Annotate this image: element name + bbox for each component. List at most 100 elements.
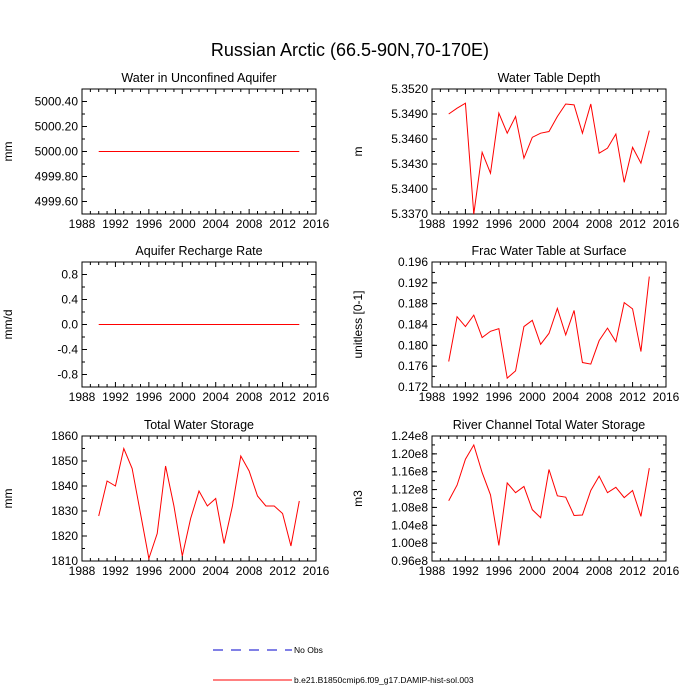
x-tick-label: 2004 xyxy=(202,564,229,578)
y-tick-label: 0.192 xyxy=(398,276,428,290)
y-tick-label: 0.184 xyxy=(398,318,428,332)
x-tick-label: 2008 xyxy=(586,390,613,404)
x-tick-label: 1988 xyxy=(419,217,446,231)
plot-frame xyxy=(81,435,317,562)
y-tick-label: 5000.20 xyxy=(35,120,79,134)
y-tick-label: 1830 xyxy=(51,504,78,518)
x-tick-label: 1996 xyxy=(486,564,513,578)
x-tick-label: 1992 xyxy=(102,564,129,578)
y-tick-label: 0.4 xyxy=(61,293,78,307)
legend: No Obs b.e21.B1850cmip6.f09_g17.DAMIP-hi… xyxy=(213,645,474,685)
panel-title: Frac Water Table at Surface xyxy=(472,244,627,258)
y-tick-label: 5.3490 xyxy=(391,107,428,121)
y-tick-label: 5.3460 xyxy=(391,132,428,146)
x-tick-label: 1988 xyxy=(69,564,96,578)
x-tick-label: 1988 xyxy=(69,217,96,231)
x-tick-label: 2004 xyxy=(552,217,579,231)
panel-total-water-storage: Total Water Storage 1988 1992 1996 2000 2004 2… xyxy=(1,418,330,578)
panel-river-channel-total-water-storage: River Channel Total Water Storage 1988 199… xyxy=(351,418,680,578)
y-tick-label: 0.188 xyxy=(398,297,428,311)
x-tick-label: 2016 xyxy=(653,217,680,231)
panel-title: Water Table Depth xyxy=(498,71,601,85)
x-tick-label: 2000 xyxy=(169,217,196,231)
panel-frac-water-table-at-surface: Frac Water Table at Surface 1988 1992 1996 2… xyxy=(351,244,680,404)
y-tick-label: 0.180 xyxy=(398,338,428,352)
y-tick-label: 1810 xyxy=(51,554,78,568)
x-tick-label: 2016 xyxy=(653,564,680,578)
y-axis-label: mm/d xyxy=(1,310,15,340)
x-tick-label: 2004 xyxy=(552,564,579,578)
y-tick-label: 1.24e8 xyxy=(391,429,428,443)
x-tick-label: 1996 xyxy=(486,390,513,404)
legend-label-model: b.e21.B1850cmip6.f09_g17.DAMIP-hist-sol.… xyxy=(294,675,474,685)
x-tick-label: 1992 xyxy=(452,564,479,578)
y-tick-label: 1.20e8 xyxy=(391,447,428,461)
x-tick-label: 1996 xyxy=(136,217,163,231)
x-tick-label: 2008 xyxy=(586,217,613,231)
series-line xyxy=(448,102,650,215)
y-tick-label: 4999.60 xyxy=(35,195,79,209)
panel-title: Water in Unconfined Aquifer xyxy=(121,71,276,85)
plot-frame xyxy=(431,88,667,215)
y-tick-label: 5.3520 xyxy=(391,82,428,96)
y-tick-label: -0.4 xyxy=(57,343,78,357)
y-tick-label: 0.96e8 xyxy=(391,554,428,568)
y-axis-label: m xyxy=(351,147,365,157)
x-tick-label: 2008 xyxy=(236,390,263,404)
panel-title: Aquifer Recharge Rate xyxy=(135,244,262,258)
x-tick-label: 2012 xyxy=(269,564,296,578)
x-tick-label: 2004 xyxy=(202,217,229,231)
y-tick-label: 1.00e8 xyxy=(391,536,428,550)
x-tick-label: 1988 xyxy=(419,390,446,404)
x-tick-label: 2004 xyxy=(202,390,229,404)
x-tick-label: 1992 xyxy=(452,390,479,404)
y-axis-label: mm xyxy=(1,489,15,509)
y-tick-label: 1.16e8 xyxy=(391,465,428,479)
x-tick-label: 1992 xyxy=(102,390,129,404)
x-tick-label: 1996 xyxy=(486,217,513,231)
x-tick-label: 2008 xyxy=(236,217,263,231)
series-line xyxy=(98,446,300,561)
series-line xyxy=(448,443,650,546)
y-tick-label: 5.3370 xyxy=(391,207,428,221)
y-tick-label: 4999.80 xyxy=(35,170,79,184)
x-tick-label: 2012 xyxy=(619,217,646,231)
x-tick-label: 2012 xyxy=(269,390,296,404)
y-tick-label: 5000.40 xyxy=(35,95,79,109)
y-axis-label: m3 xyxy=(351,490,365,507)
x-tick-label: 2000 xyxy=(169,564,196,578)
series-line xyxy=(448,276,650,380)
x-tick-label: 2016 xyxy=(303,390,330,404)
y-tick-label: 0.8 xyxy=(61,268,78,282)
x-tick-label: 2016 xyxy=(303,564,330,578)
panel-title: Total Water Storage xyxy=(144,418,254,432)
y-tick-label: 0.176 xyxy=(398,359,428,373)
y-tick-label: 5000.00 xyxy=(35,145,79,159)
y-tick-label: 1850 xyxy=(51,454,78,468)
y-tick-label: 5.3400 xyxy=(391,182,428,196)
x-tick-label: 1996 xyxy=(136,390,163,404)
y-axis-label: mm xyxy=(1,142,15,162)
legend-label-no-obs: No Obs xyxy=(294,645,323,655)
x-tick-label: 2000 xyxy=(519,390,546,404)
x-tick-label: 2000 xyxy=(519,564,546,578)
x-tick-label: 1992 xyxy=(452,217,479,231)
panel-water-in-unconfined-aquifer: Water in Unconfined Aquifer 1988 1992 1996 2… xyxy=(1,71,330,231)
x-tick-label: 2012 xyxy=(619,390,646,404)
x-tick-label: 1988 xyxy=(69,390,96,404)
plot-frame xyxy=(431,435,667,562)
x-tick-label: 2008 xyxy=(586,564,613,578)
y-axis-label: unitless [0-1] xyxy=(351,290,365,358)
y-tick-label: 1.12e8 xyxy=(391,483,428,497)
y-tick-label: 1820 xyxy=(51,529,78,543)
y-tick-label: 5.3430 xyxy=(391,157,428,171)
panel-water-table-depth: Water Table Depth 1988 1992 1996 2000 2004 200… xyxy=(351,71,680,231)
x-tick-label: 2008 xyxy=(236,564,263,578)
x-tick-label: 1992 xyxy=(102,217,129,231)
y-tick-label: 1.08e8 xyxy=(391,500,428,514)
panel-title: River Channel Total Water Storage xyxy=(453,418,646,432)
x-tick-label: 2012 xyxy=(269,217,296,231)
x-tick-label: 1988 xyxy=(419,564,446,578)
